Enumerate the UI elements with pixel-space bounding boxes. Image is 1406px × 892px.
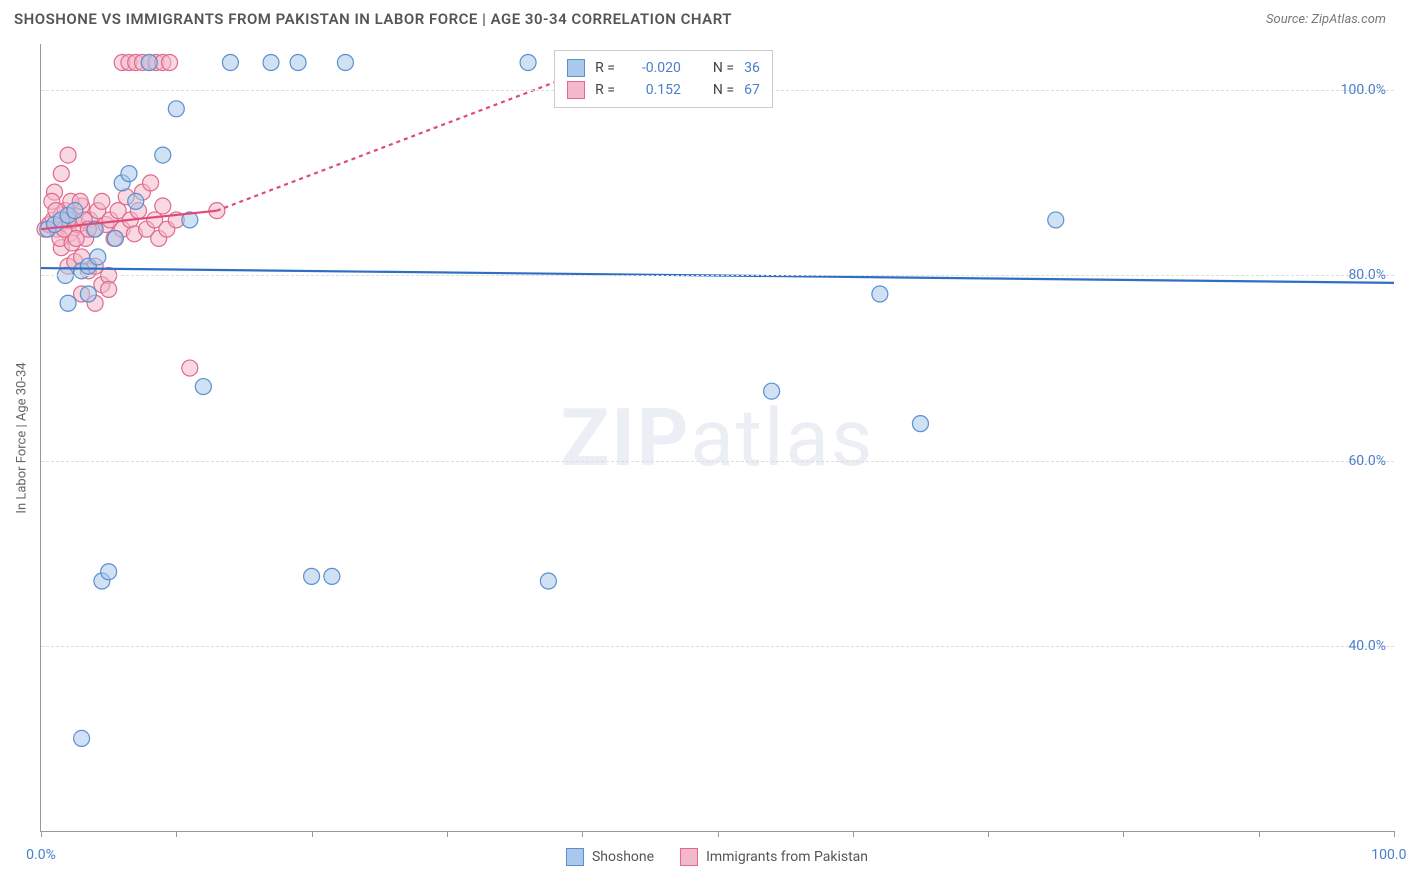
series-legend: Shoshone Immigrants from Pakistan [566,848,868,866]
x-tick [718,831,719,837]
gridline [41,275,1394,276]
data-point [162,55,178,71]
data-point [74,730,90,746]
data-point [764,383,780,399]
swatch-shoshone [566,848,584,866]
data-point [121,166,137,182]
data-point [195,379,211,395]
stats-r-value: 0.152 [625,82,681,98]
data-point [128,193,144,209]
data-point [90,249,106,265]
stats-row: R = 0.152 N = 67 [567,79,760,101]
stats-r-value: -0.020 [625,60,681,76]
legend-item-pakistan: Immigrants from Pakistan [680,848,868,866]
header: SHOSHONE VS IMMIGRANTS FROM PAKISTAN IN … [0,0,1406,40]
data-point [540,573,556,589]
data-point [155,198,171,214]
data-point [143,175,159,191]
x-tick [312,831,313,837]
x-tick [853,831,854,837]
data-point [182,360,198,376]
trend-line [217,72,582,211]
data-point [53,166,69,182]
y-axis-label: In Labor Force | Age 30-34 [15,362,30,513]
data-point [1048,212,1064,228]
data-point [872,286,888,302]
data-point [67,203,83,219]
correlation-stats-box: R = -0.020 N = 36 R = 0.152 N = 67 [554,50,773,108]
data-point [222,55,238,71]
x-tick [582,831,583,837]
swatch-pakistan [680,848,698,866]
data-point [520,55,536,71]
gridline [41,646,1394,647]
plot-area: ZIPatlas 40.0%60.0%80.0%100.0%0.0%100.0% [40,44,1394,832]
data-point [94,193,110,209]
legend-item-shoshone: Shoshone [566,848,654,866]
legend-label-shoshone: Shoshone [592,849,654,865]
data-point [263,55,279,71]
stats-n-value: 67 [744,82,760,98]
data-point [304,568,320,584]
chart-area: In Labor Force | Age 30-34 ZIPatlas 40.0… [40,44,1394,832]
stats-n-label: N = [713,60,734,76]
data-point [107,230,123,246]
x-tick [1123,831,1124,837]
stats-swatch [567,81,585,99]
stats-n-label: N = [713,82,734,98]
stats-row: R = -0.020 N = 36 [567,57,760,79]
y-tick-label: 60.0% [1348,453,1386,469]
gridline [41,461,1394,462]
data-point [60,147,76,163]
x-tick [176,831,177,837]
stats-n-value: 36 [744,60,760,76]
data-point [80,286,96,302]
data-point [101,281,117,297]
chart-title: SHOSHONE VS IMMIGRANTS FROM PAKISTAN IN … [14,10,732,28]
data-point [168,101,184,117]
x-tick [41,831,42,837]
y-tick-label: 80.0% [1348,267,1386,283]
x-tick [447,831,448,837]
data-point [155,147,171,163]
data-point [912,416,928,432]
source-attribution: Source: ZipAtlas.com [1266,12,1386,27]
scatter-svg [41,44,1394,831]
y-tick-label: 100.0% [1341,82,1386,98]
x-tick [988,831,989,837]
data-point [290,55,306,71]
legend-label-pakistan: Immigrants from Pakistan [706,849,868,865]
data-point [324,568,340,584]
x-tick-label: 0.0% [26,847,56,863]
x-tick-label: 100.0% [1371,847,1406,863]
stats-r-label: R = [595,82,615,98]
data-point [141,55,157,71]
data-point [337,55,353,71]
data-point [60,295,76,311]
x-tick [1259,831,1260,837]
x-tick [1394,831,1395,837]
data-point [101,564,117,580]
stats-swatch [567,59,585,77]
y-tick-label: 40.0% [1348,638,1386,654]
stats-r-label: R = [595,60,615,76]
